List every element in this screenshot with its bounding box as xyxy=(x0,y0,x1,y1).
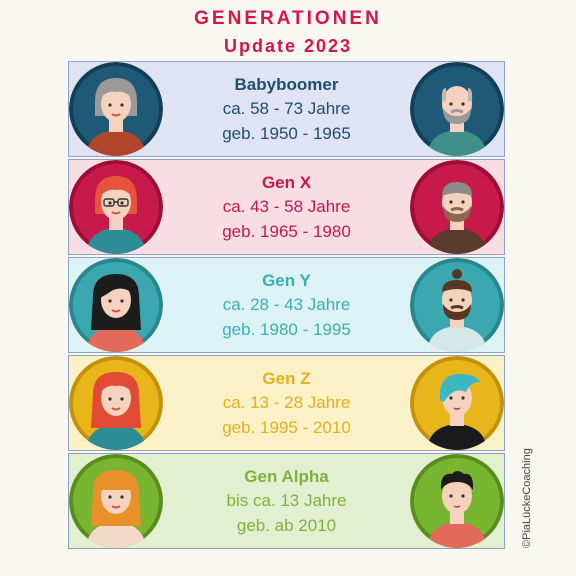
page-title: GENERATIONEN xyxy=(194,8,382,29)
generation-born: geb. 1995 - 2010 xyxy=(222,418,351,437)
genz-woman-avatar-icon xyxy=(69,356,163,450)
genalpha-boy-avatar-icon xyxy=(410,454,504,548)
copyright-text: ©PiaLückeCoaching xyxy=(521,448,533,548)
generation-age: ca. 58 - 73 Jahre xyxy=(222,99,351,118)
page-subtitle: Update 2023 xyxy=(223,36,353,56)
geny-man-with-beard-avatar-icon xyxy=(410,258,504,352)
babyboomer-man-avatar-icon xyxy=(410,62,504,156)
genalpha-girl-avatar-icon xyxy=(69,454,163,548)
generation-age: ca. 28 - 43 Jahre xyxy=(222,295,351,314)
generation-text: Gen X ca. 43 - 58 Jahre geb. 1965 - 1980 xyxy=(69,172,504,244)
generation-name: Gen Y xyxy=(262,271,311,290)
geny-woman-avatar-icon xyxy=(69,258,163,352)
babyboomer-woman-avatar-icon xyxy=(69,62,163,156)
genx-man-avatar-icon xyxy=(410,160,504,254)
generation-born: geb. 1950 - 1965 xyxy=(222,124,351,143)
generation-name: Gen X xyxy=(261,173,312,192)
generation-text: Gen Alpha bis ca. 13 Jahre geb. ab 2010 xyxy=(69,466,504,538)
generation-born: geb. ab 2010 xyxy=(236,516,337,535)
generation-name: Gen Alpha xyxy=(244,467,329,486)
generation-text: Gen Z ca. 13 - 28 Jahre geb. 1995 - 2010 xyxy=(69,368,504,440)
generation-text: Gen Y ca. 28 - 43 Jahre geb. 1980 - 1995 xyxy=(69,270,504,342)
generation-name: Babyboomer xyxy=(234,75,339,94)
generation-born: geb. 1980 - 1995 xyxy=(222,320,351,339)
generation-age: ca. 13 - 28 Jahre xyxy=(222,393,351,412)
generation-age: bis ca. 13 Jahre xyxy=(226,491,347,510)
generation-born: geb. 1965 - 1980 xyxy=(222,222,351,241)
generation-name: Gen Z xyxy=(262,369,311,388)
generation-text: Babyboomer ca. 58 - 73 Jahre geb. 1950 -… xyxy=(69,74,504,146)
generation-age: ca. 43 - 58 Jahre xyxy=(222,197,351,216)
genx-woman-with-glasses-avatar-icon xyxy=(69,160,163,254)
genz-man-blue-hair-avatar-icon xyxy=(410,356,504,450)
